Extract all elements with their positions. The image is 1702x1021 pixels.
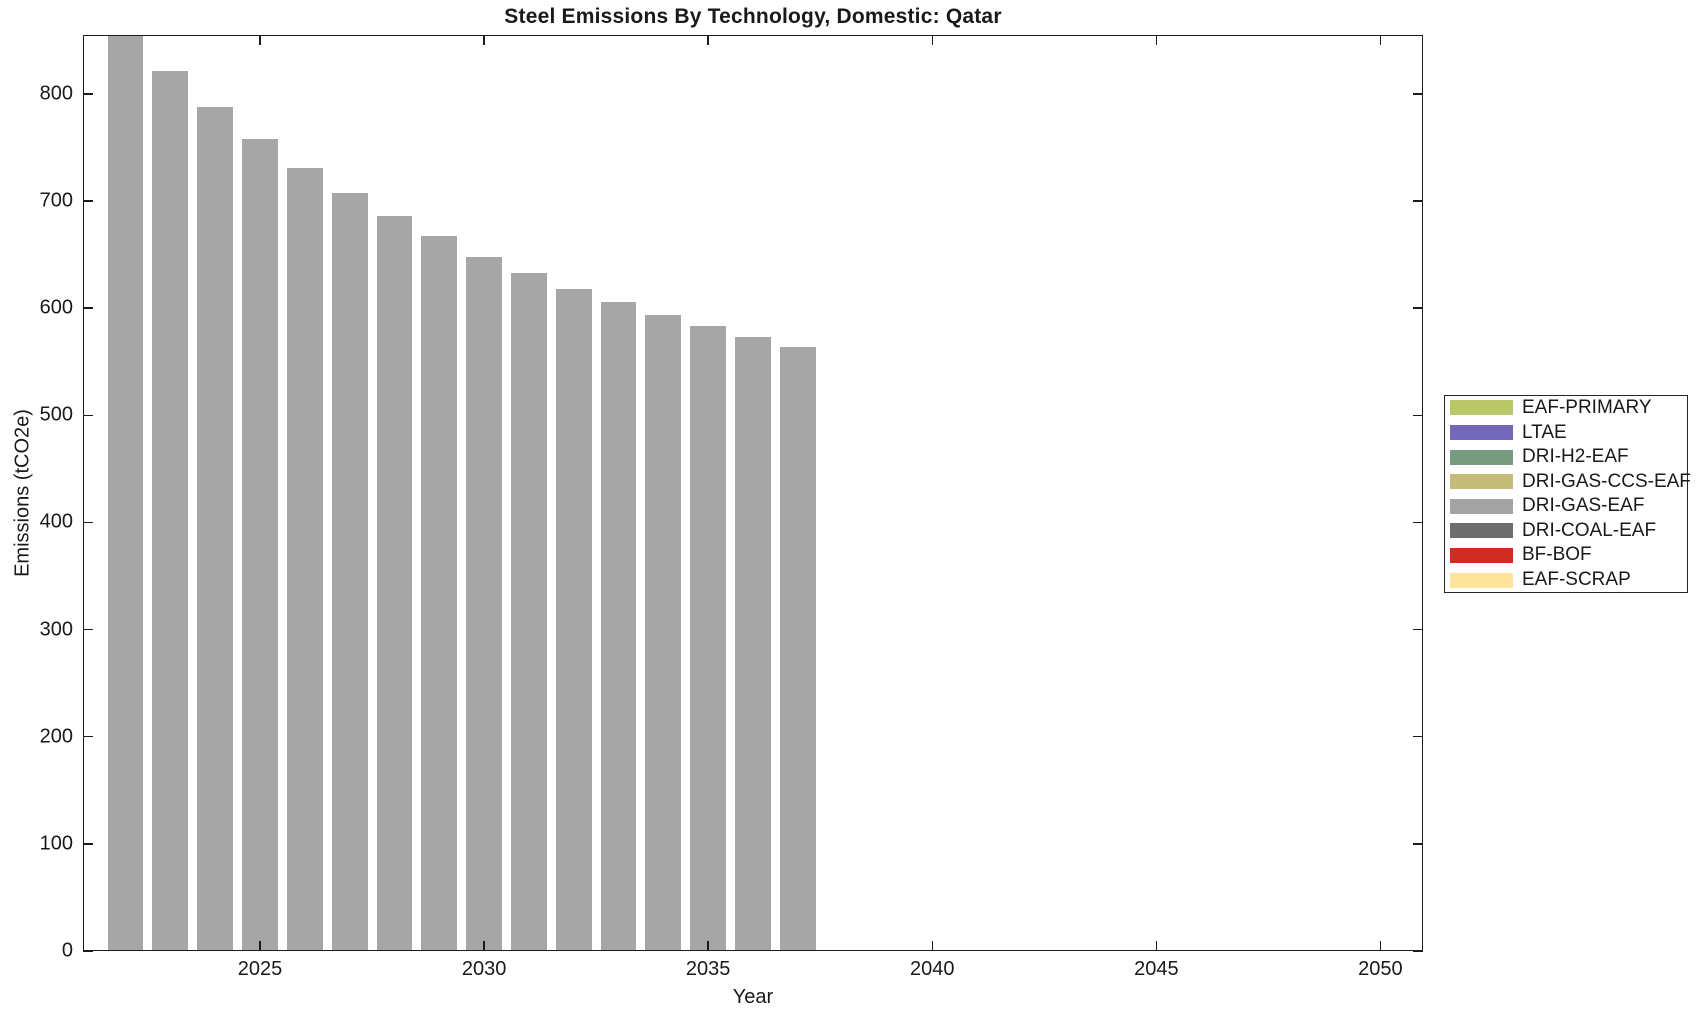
- y-tick-right-400: [1413, 521, 1423, 524]
- y-tick-label-700: 700: [39, 189, 73, 212]
- legend: EAF-PRIMARY LTAE DRI-H2-EAF DRI-GAS-CCS-EAF…: [1444, 395, 1691, 593]
- legend-label-ltae: LTAE: [1522, 421, 1567, 443]
- chart-title: Steel Emissions By Technology, Domestic:…: [504, 5, 1002, 28]
- legend-label-dri-h2-eaf: DRI-H2-EAF: [1522, 446, 1629, 468]
- y-tick-200: [83, 735, 93, 738]
- x-tick-2040: [931, 941, 933, 951]
- y-tick-600: [83, 307, 93, 309]
- y-tick-right-700: [1413, 200, 1423, 202]
- x-tick-top-2030: [483, 35, 485, 45]
- legend-swatch-dri-h2-eaf: [1450, 449, 1513, 465]
- x-tick-2035: [707, 941, 709, 951]
- y-axis-label: Emissions (tCO2e): [11, 409, 34, 577]
- bar-dri-gas-eaf-2022: [107, 35, 144, 951]
- y-tick-label-300: 300: [39, 618, 73, 641]
- legend-label-dri-coal-eaf: DRI-COAL-EAF: [1522, 519, 1657, 541]
- x-tick-top-2045: [1155, 35, 1158, 45]
- y-tick-700: [83, 200, 93, 202]
- x-axis-label: Year: [732, 986, 774, 1008]
- x-tick-2045: [1155, 941, 1158, 951]
- x-tick-top-2035: [707, 35, 709, 45]
- y-tick-label-400: 400: [39, 510, 73, 533]
- legend-item-dri-h2-eaf: DRI-H2-EAF: [1450, 445, 1687, 470]
- bar-dri-gas-eaf-2029: [421, 236, 458, 951]
- x-tick-label-2035: 2035: [685, 958, 731, 980]
- y-tick-label-0: 0: [61, 939, 73, 962]
- y-tick-label-100: 100: [39, 832, 73, 855]
- legend-item-eaf-primary: EAF-PRIMARY: [1450, 396, 1687, 421]
- bar-dri-gas-eaf-2032: [555, 288, 592, 951]
- plot-area: [83, 35, 1423, 952]
- bar-dri-gas-eaf-2033: [600, 301, 637, 951]
- legend-label-eaf-scrap: EAF-SCRAP: [1522, 569, 1631, 591]
- y-tick-400: [83, 521, 93, 524]
- legend-item-bf-bof: BF-BOF: [1450, 543, 1687, 568]
- y-tick-label-800: 800: [39, 82, 73, 105]
- y-tick-label-500: 500: [39, 403, 73, 426]
- x-tick-label-2030: 2030: [461, 958, 507, 980]
- y-tick-800: [83, 93, 93, 95]
- x-tick-2050: [1379, 941, 1382, 951]
- bar-dri-gas-eaf-2025: [242, 138, 278, 951]
- legend-label-dri-gas-ccs-eaf: DRI-GAS-CCS-EAF: [1522, 470, 1691, 492]
- legend-swatch-eaf-scrap: [1450, 572, 1513, 588]
- legend-swatch-dri-coal-eaf: [1450, 523, 1513, 539]
- legend-item-dri-coal-eaf: DRI-COAL-EAF: [1450, 519, 1687, 544]
- y-tick-right-300: [1413, 628, 1423, 631]
- y-tick-right-800: [1413, 93, 1423, 95]
- bar-dri-gas-eaf-2031: [510, 272, 547, 951]
- y-tick-right-200: [1413, 735, 1423, 738]
- x-tick-2030: [483, 941, 485, 951]
- legend-swatch-ltae: [1450, 425, 1513, 441]
- y-tick-500: [83, 414, 93, 417]
- y-tick-0: [83, 950, 93, 952]
- legend-swatch-bf-bof: [1450, 547, 1513, 563]
- legend-label-dri-gas-eaf: DRI-GAS-EAF: [1522, 495, 1645, 517]
- bar-dri-gas-eaf-2026: [286, 167, 323, 951]
- bar-dri-gas-eaf-2028: [376, 216, 413, 951]
- legend-label-bf-bof: BF-BOF: [1522, 544, 1592, 566]
- legend-item-dri-gas-ccs-eaf: DRI-GAS-CCS-EAF: [1450, 469, 1691, 494]
- legend-swatch-dri-gas-ccs-eaf: [1450, 474, 1513, 490]
- bar-dri-gas-eaf-2023: [152, 71, 189, 951]
- x-tick-2025: [259, 941, 261, 951]
- y-tick-right-500: [1413, 414, 1423, 417]
- bar-dri-gas-eaf-2035: [690, 326, 727, 951]
- legend-item-ltae: LTAE: [1450, 420, 1687, 445]
- y-tick-right-600: [1413, 307, 1423, 309]
- bar-dri-gas-eaf-2036: [735, 337, 771, 951]
- x-tick-label-2040: 2040: [910, 958, 955, 980]
- bar-dri-gas-eaf-2027: [331, 192, 368, 951]
- x-tick-label-2045: 2045: [1134, 958, 1179, 980]
- y-tick-100: [83, 843, 93, 845]
- bar-dri-gas-eaf-2034: [645, 314, 682, 951]
- y-tick-label-600: 600: [39, 296, 73, 319]
- bar-dri-gas-eaf-2037: [779, 346, 816, 951]
- x-tick-top-2025: [259, 35, 261, 45]
- bar-dri-gas-eaf-2024: [197, 106, 234, 951]
- y-tick-right-0: [1413, 950, 1423, 952]
- legend-swatch-eaf-primary: [1450, 400, 1513, 416]
- legend-swatch-dri-gas-eaf: [1450, 498, 1513, 514]
- bar-dri-gas-eaf-2030: [466, 256, 503, 951]
- y-tick-300: [83, 628, 93, 631]
- x-tick-label-2050: 2050: [1358, 958, 1403, 980]
- y-tick-label-200: 200: [39, 725, 73, 748]
- y-tick-right-100: [1413, 843, 1423, 845]
- x-tick-top-2050: [1379, 35, 1382, 45]
- x-tick-label-2025: 2025: [237, 958, 283, 980]
- legend-label-eaf-primary: EAF-PRIMARY: [1522, 396, 1652, 418]
- legend-item-dri-gas-eaf: DRI-GAS-EAF: [1450, 494, 1687, 519]
- legend-item-eaf-scrap: EAF-SCRAP: [1450, 568, 1687, 593]
- x-tick-top-2040: [931, 35, 933, 45]
